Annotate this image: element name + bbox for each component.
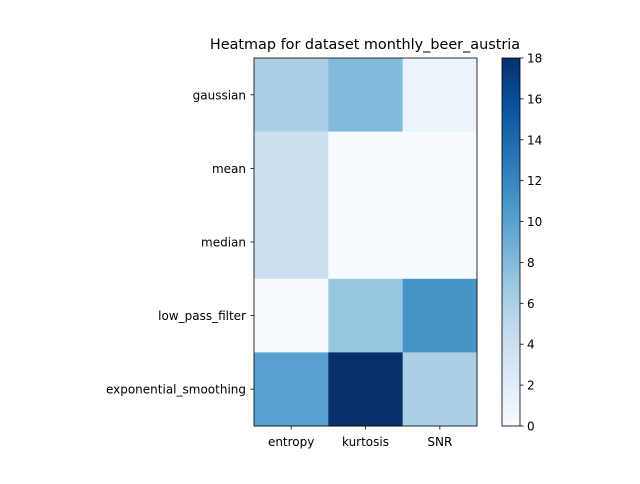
plot-frame <box>253 57 478 427</box>
colorbar-tick-label: 2 <box>527 379 535 393</box>
heatmap-cell-mean-SNR <box>402 131 478 206</box>
heatmap-cell-low_pass_filter-kurtosis <box>328 278 404 353</box>
heatmap-cell-median-entropy <box>254 205 329 280</box>
x-tick-label: kurtosis <box>342 435 389 449</box>
colorbar-tick-label: 14 <box>527 133 542 147</box>
heatmap-cell-low_pass_filter-SNR <box>402 278 478 353</box>
heatmap-cell-mean-kurtosis <box>328 131 404 206</box>
colorbar-gradient <box>501 57 521 427</box>
y-tick-label: low_pass_filter <box>158 309 246 323</box>
heatmap-cell-exponential_smoothing-entropy <box>254 352 329 427</box>
y-axis: gaussian mean median low_pass_filterexponen… <box>106 88 254 397</box>
chart-title: Heatmap for dataset monthly_beer_austria <box>210 37 520 53</box>
x-axis: entropy kurtosis SNR <box>268 426 452 449</box>
x-tick-label: entropy <box>268 435 314 449</box>
colorbar-tick-label: 0 <box>527 420 535 434</box>
heatmap-cell-low_pass_filter-entropy <box>254 278 329 353</box>
heatmap-cell-mean-entropy <box>254 131 329 206</box>
colorbar-tick-label: 4 <box>527 338 535 352</box>
colorbar-tick-label: 8 <box>527 256 535 270</box>
heatmap-cells <box>254 58 478 427</box>
y-tick-label: exponential_smoothing <box>106 383 246 397</box>
colorbar-tick-label: 10 <box>527 215 542 229</box>
colorbar-tick-label: 6 <box>527 297 535 311</box>
heatmap-cell-exponential_smoothing-SNR <box>402 352 478 427</box>
colorbar-tick-label: 18 <box>527 52 542 66</box>
x-tick-label: SNR <box>427 435 452 449</box>
heatmap-cell-gaussian-SNR <box>402 58 478 133</box>
heatmap-cell-exponential_smoothing-kurtosis <box>328 352 404 427</box>
colorbar: 0 2 4 6 8 10 12 14 16 18 <box>501 52 542 434</box>
colorbar-tick-label: 16 <box>527 92 542 106</box>
heatmap-cell-gaussian-entropy <box>254 58 329 133</box>
heatmap-cell-median-kurtosis <box>328 205 404 280</box>
colorbar-tick-label: 12 <box>527 174 542 188</box>
y-tick-label: median <box>201 236 246 250</box>
y-tick-label: gaussian <box>193 88 246 102</box>
y-tick-label: mean <box>212 162 246 176</box>
heatmap-cell-median-SNR <box>402 205 478 280</box>
heatmap-cell-gaussian-kurtosis <box>328 58 404 133</box>
